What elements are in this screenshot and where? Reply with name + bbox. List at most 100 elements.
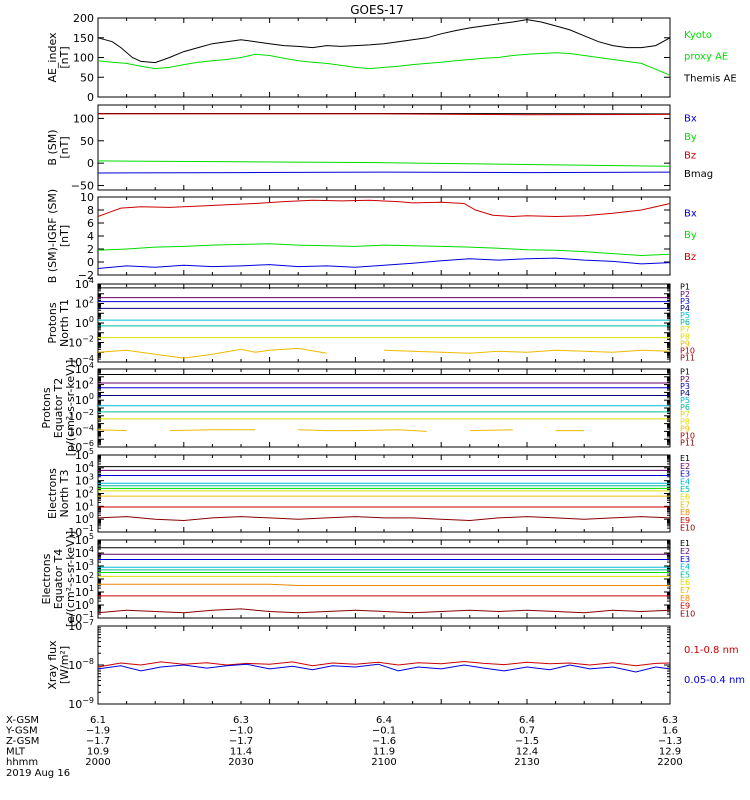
panel-1: 0 50 100 150 200 AE_index [nT] Kyoto proxy AE The… bbox=[46, 12, 737, 104]
legend-entry: E8 bbox=[680, 508, 690, 517]
y-axis-label: AE_index bbox=[46, 32, 59, 83]
panel-8: 10−9 10−8 10−7 Xray flux [W/m²] 0.1-0.8 nm 0.0… bbox=[46, 618, 745, 711]
ephemeris-value: 12.9 bbox=[659, 747, 681, 758]
legend-entry: P2 bbox=[680, 375, 690, 384]
y-axis-label: Equator T2 bbox=[52, 378, 65, 438]
y-tick-label: 105 bbox=[75, 532, 94, 547]
legend-entry: P10 bbox=[680, 431, 695, 440]
ephemeris-value: −1.9 bbox=[86, 726, 110, 737]
series-line bbox=[97, 429, 585, 432]
ephemeris-value: −1.6 bbox=[372, 736, 396, 747]
ephemeris-row-label: X-GSM bbox=[6, 715, 39, 726]
y-tick-label: 104 bbox=[75, 460, 94, 475]
legend-entry: Bx bbox=[684, 209, 697, 220]
legend-entry: E9 bbox=[680, 516, 690, 525]
legend-entry: By bbox=[684, 132, 697, 143]
legend-entry: E10 bbox=[680, 523, 695, 532]
panel-frame bbox=[97, 196, 671, 276]
legend-entry: P1 bbox=[680, 368, 690, 377]
legend-entry: P7 bbox=[680, 410, 690, 419]
legend-entry: P3 bbox=[680, 382, 690, 391]
legend-entry: E4 bbox=[680, 563, 690, 572]
legend-entry: E3 bbox=[680, 555, 690, 564]
series-line bbox=[97, 660, 671, 668]
legend-entry: P3 bbox=[680, 297, 690, 306]
y-tick-label: 10−8 bbox=[68, 657, 94, 672]
y-axis-label: B (SM) bbox=[46, 129, 59, 165]
legend-entry: P5 bbox=[680, 311, 690, 320]
ephemeris-value: 6.4 bbox=[519, 715, 535, 726]
ephemeris-row-label: hhmm bbox=[6, 757, 38, 768]
legend-entry: 0.05-0.4 nm bbox=[684, 675, 745, 686]
panel-2: −50 0 50 100 B (SM) [nT] Bx By Bz Bmag bbox=[46, 104, 713, 193]
y-tick-label: 105 bbox=[75, 447, 94, 462]
panel-4: 10−4 10−2 100 102 104 Protons North T1 P1P2P3P4… bbox=[46, 276, 695, 369]
y-axis-label: [W/m²] bbox=[58, 646, 71, 684]
y-tick-label: 6 bbox=[87, 217, 94, 230]
series-line bbox=[97, 347, 671, 359]
legend-entry: E1 bbox=[680, 539, 690, 548]
y-tick-label: 100 bbox=[75, 392, 94, 407]
ephemeris-value: −1.7 bbox=[229, 736, 253, 747]
y-tick-label: 102 bbox=[75, 486, 94, 501]
y-tick-label: 104 bbox=[75, 276, 94, 291]
y-tick-label: 50 bbox=[80, 71, 94, 84]
legend-entry: E5 bbox=[680, 570, 690, 579]
legend-entry: Bz bbox=[684, 151, 696, 162]
y-axis-label: Protons bbox=[46, 302, 59, 343]
y-tick-label: 10−9 bbox=[68, 696, 94, 711]
y-tick-label: −2 bbox=[78, 269, 94, 282]
y-tick-label: 10−1 bbox=[68, 524, 94, 539]
ephemeris-row-label: Y-GSM bbox=[5, 726, 38, 737]
y-axis-label: B (SM)-IGRF (SM) bbox=[46, 189, 59, 283]
legend-entry: P4 bbox=[680, 304, 690, 313]
legend-entry: E6 bbox=[680, 493, 690, 502]
y-tick-label: 10 bbox=[80, 191, 94, 204]
legend-entry: E9 bbox=[680, 602, 690, 611]
legend-entry: E8 bbox=[680, 594, 690, 603]
y-axis-label: North T1 bbox=[58, 299, 71, 347]
y-tick-label: 100 bbox=[73, 52, 94, 65]
y-axis-label: Electrons bbox=[46, 468, 59, 519]
ephemeris-value: 12.4 bbox=[516, 747, 538, 758]
legend-entry: P2 bbox=[680, 290, 690, 299]
y-tick-label: 10−2 bbox=[68, 408, 94, 423]
ephemeris-value: 2100 bbox=[371, 757, 396, 768]
y-tick-label: 10−1 bbox=[68, 610, 94, 625]
legend-entry: E7 bbox=[680, 586, 690, 595]
legend-entry: E3 bbox=[680, 470, 690, 479]
y-tick-label: 100 bbox=[75, 511, 94, 526]
legend-entry: E2 bbox=[680, 547, 690, 556]
ephemeris-date: 2019 Aug 16 bbox=[6, 768, 70, 779]
y-tick-label: 102 bbox=[75, 296, 94, 311]
y-tick-label: 50 bbox=[80, 135, 94, 148]
y-tick-label: 150 bbox=[73, 32, 94, 45]
series-line bbox=[97, 663, 671, 673]
legend-entry: P7 bbox=[680, 325, 690, 334]
y-axis-label: Equator T4 bbox=[52, 549, 65, 609]
legend-entry: P10 bbox=[680, 346, 695, 355]
legend-entry: E5 bbox=[680, 485, 690, 494]
y-tick-label: −50 bbox=[71, 180, 94, 193]
y-tick-label: 0 bbox=[87, 157, 94, 170]
panel-frame bbox=[97, 17, 671, 98]
y-axis-label: Xray flux bbox=[46, 640, 59, 690]
y-tick-label: 200 bbox=[73, 12, 94, 25]
y-tick-label: 10−4 bbox=[68, 423, 94, 438]
series-line bbox=[97, 608, 671, 614]
y-axis-label: Protons bbox=[40, 387, 53, 428]
legend-entry: P4 bbox=[680, 389, 690, 398]
ephemeris-value: 2030 bbox=[228, 757, 253, 768]
legend-entry: P11 bbox=[680, 439, 695, 448]
ephemeris-value: −0.1 bbox=[372, 726, 396, 737]
legend-entry: P1 bbox=[680, 283, 690, 292]
ephemeris-value: 11.4 bbox=[230, 747, 252, 758]
series-line bbox=[98, 583, 670, 586]
legend-entry: E7 bbox=[680, 500, 690, 509]
legend-entry: P9 bbox=[680, 339, 690, 348]
